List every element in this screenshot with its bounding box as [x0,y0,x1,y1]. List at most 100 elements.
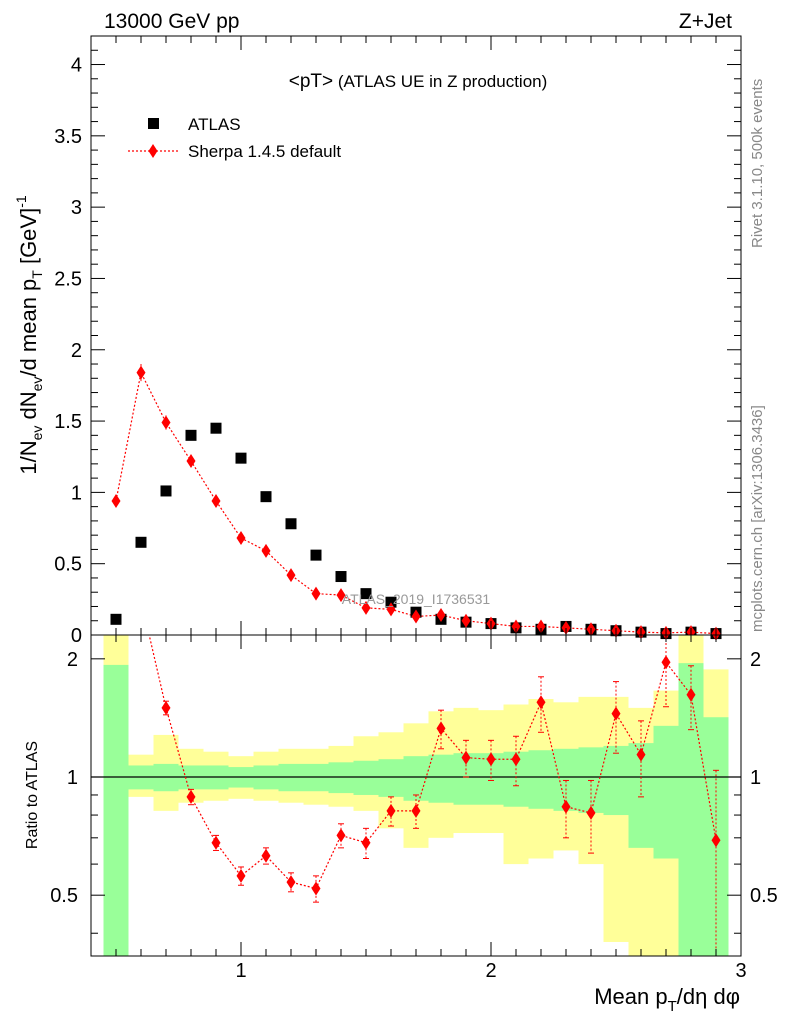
ratio-sherpa-point [261,848,271,863]
ratio-sherpa-point [186,789,196,804]
main-y-axis-label: 1/Nev dNev/d mean pT [GeV]-1 [13,195,45,475]
x-axis-label: Mean pT/dη dφ [594,984,740,1015]
ratio-sherpa-point [361,835,371,850]
main-y-tick-label: 1.5 [54,411,82,433]
atlas-point [110,613,122,625]
atlas-point [235,452,247,464]
sherpa-point [211,493,221,508]
ratio-sherpa-point [286,875,296,890]
atlas-point [285,518,297,530]
ratio-sherpa-point [211,835,221,850]
ratio-sherpa-point [461,750,471,765]
main-y-tick-label: 2 [71,340,82,362]
main-axis-ticks: 0 0.5 1 1.5 2 2.5 3 3.5 4 [54,35,742,647]
ratio-sherpa-point [611,706,621,721]
main-y-tick-label: 0.5 [54,554,82,576]
sherpa-point [186,454,196,469]
atlas-point [335,571,347,583]
x-tick-label: 3 [735,960,746,982]
ratio-sherpa-point [236,868,246,883]
x-tick-label: 2 [485,960,496,982]
main-panel: 0 0.5 1 1.5 2 2.5 3 3.5 4 <pT> (ATLAS UE in Z pr… [13,35,742,647]
main-y-tick-label: 2.5 [54,268,82,290]
ratio-sherpa-point [386,803,396,818]
atlas-point [385,596,397,608]
legend-sherpa-marker [148,144,158,158]
ratio-sherpa-point [336,828,346,843]
ratio-plot-area [91,405,741,956]
sherpa-point [361,600,371,615]
legend: ATLAS Sherpa 1.4.5 default [128,115,341,161]
sherpa-point [511,619,521,634]
sherpa-point [136,365,146,380]
ratio-band-stat [653,725,679,859]
atlas-point [160,485,172,497]
ratio-y-tick-label-right: 1 [750,767,761,789]
atlas-point [185,429,197,441]
sherpa-point [436,608,446,623]
ratio-sherpa-point [486,752,496,767]
ratio-sherpa-point [137,593,146,607]
header-energy-label: 13000 GeV pp [104,10,239,33]
ratio-y-tick-label: 2 [67,649,78,671]
legend-sherpa-label: Sherpa 1.4.5 default [188,142,341,161]
ratio-band-stat [603,745,629,816]
atlas-point [260,491,272,503]
ratio-band-stat [353,760,379,795]
main-y-tick-label: 1 [71,482,82,504]
atlas-point [210,422,222,434]
ratio-sherpa-point [586,805,596,820]
sherpa-point [261,543,271,558]
main-y-tick-label: 0 [71,625,82,647]
sherpa-point [286,568,296,583]
sherpa-point [161,415,171,430]
ratio-sherpa-point [161,700,171,715]
ratio-sherpa-point [711,833,721,848]
ratio-sherpa-point [536,695,546,710]
side-rivet-label: Rivet 3.1.10, 500k events [749,79,766,248]
ratio-axis-ticks: 0.5 0.5 1 1 2 2 1 2 3 [50,635,778,982]
sherpa-point [236,531,246,546]
ratio-sherpa-point [561,799,571,814]
ratio-y-axis-label: Ratio to ATLAS [24,741,41,849]
atlas-point [310,549,322,561]
ratio-y-tick-label: 0.5 [50,885,78,907]
sherpa-point [536,619,546,634]
ratio-sherpa-point [511,752,521,767]
ratio-y-tick-label: 1 [67,767,78,789]
sherpa-point [411,609,421,624]
header-process-label: Z+Jet [679,10,732,33]
ratio-y-tick-label-right: 2 [750,649,761,671]
sherpa-point [461,613,471,628]
ratio-band-stat [678,663,704,956]
sherpa-point [386,602,396,617]
main-y-tick-label: 3 [71,197,82,219]
legend-atlas-label: ATLAS [188,115,241,134]
side-mcplots-label: mcplots.cern.ch [arXiv:1306.3436] [749,405,766,632]
ratio-sherpa-point [112,405,121,419]
ratio-y-tick-label-right: 0.5 [750,885,778,907]
watermark: ATLAS_2019_I1736531 [342,591,491,607]
ratio-band-stat [328,762,354,794]
ratio-sherpa-point [311,881,321,896]
sherpa-point [311,586,321,601]
x-tick-label: 1 [235,960,246,982]
main-y-tick-label: 3.5 [54,126,82,148]
legend-atlas-marker [148,118,159,129]
ratio-panel: 0.5 0.5 1 1 2 2 1 2 3 Ratio to ATLAS Mean pT/dη … [24,405,778,1015]
ratio-sherpa-point [661,655,671,670]
main-y-tick-label: 4 [71,55,82,77]
ratio-band-stat [403,756,429,801]
ratio-sherpa-point [411,803,421,818]
atlas-point [360,588,372,600]
sherpa-point [111,493,121,508]
ratio-band-stat [103,664,129,956]
ratio-sherpa-point [686,687,696,702]
sherpa-point [561,620,571,635]
main-title: <pT> (ATLAS UE in Z production) [289,71,548,92]
ratio-sherpa-point [436,721,446,736]
ratio-band-stat [528,750,554,809]
ratio-band-stat [378,759,404,797]
ratio-band-stat [428,754,454,803]
